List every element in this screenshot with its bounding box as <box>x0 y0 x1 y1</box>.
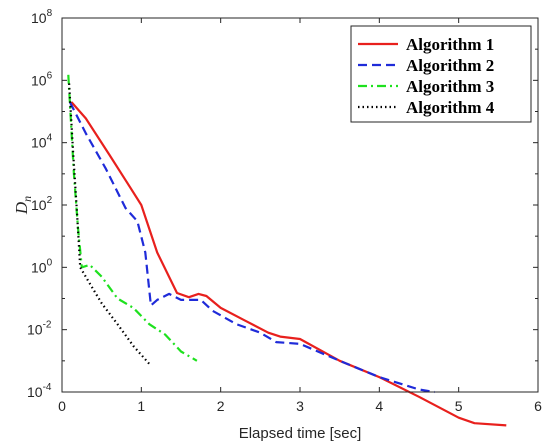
x-axis-label: Elapsed time [sec] <box>239 425 362 442</box>
x-tick-label: 3 <box>296 398 304 414</box>
y-axis-label: Dn <box>12 196 34 215</box>
legend-label-3: Algorithm 3 <box>406 77 494 96</box>
y-tick-label: 100 <box>31 257 53 275</box>
plot-frame <box>61 17 539 393</box>
legend-label-1: Algorithm 1 <box>406 35 494 54</box>
x-tick-label: 1 <box>137 398 145 414</box>
y-tick-label: 10-4 <box>27 382 52 400</box>
y-axis-label-main: D <box>12 201 31 215</box>
legend-entries: Algorithm 1 Algorithm 2 Algorithm 3 Algorit… <box>358 35 495 117</box>
y-tick-label: 104 <box>31 133 53 151</box>
y-tick-label: 108 <box>31 8 53 26</box>
x-tick-label: 4 <box>375 398 383 414</box>
y-tick-exponent: 8 <box>47 8 53 19</box>
y-tick-exponent: -2 <box>43 320 52 331</box>
y-tick-label: 106 <box>31 70 53 88</box>
legend-label-4: Algorithm 4 <box>406 98 495 117</box>
y-tick-exponent: 6 <box>47 70 53 81</box>
y-tick-base: 10 <box>31 72 47 88</box>
y-tick-exponent: 0 <box>47 257 53 268</box>
y-tick-base: 10 <box>31 135 47 151</box>
series-layer <box>67 74 507 427</box>
x-tick-label: 0 <box>58 398 66 414</box>
x-tick-label: 5 <box>455 398 463 414</box>
y-tick-exponent: -4 <box>43 382 52 393</box>
legend: Algorithm 1 Algorithm 2 Algorithm 3 Algorit… <box>350 25 532 123</box>
series-line-2 <box>68 101 436 394</box>
x-tick-label: 6 <box>534 398 542 414</box>
y-axis-label-sub: n <box>20 196 34 202</box>
x-tick-label: 2 <box>217 398 225 414</box>
y-tick-base: 10 <box>31 10 47 26</box>
y-tick-base: 10 <box>27 322 43 338</box>
series-line-1 <box>70 101 507 427</box>
y-tick-base: 10 <box>31 197 47 213</box>
y-tick-label: 102 <box>31 195 53 213</box>
series-line-4 <box>68 83 151 365</box>
y-tick-exponent: 2 <box>47 195 53 206</box>
legend-label-2: Algorithm 2 <box>406 56 494 75</box>
y-tick-base: 10 <box>31 259 47 275</box>
y-tick-label: 10-2 <box>27 320 52 338</box>
y-tick-exponent: 4 <box>47 133 53 144</box>
series-line-3 <box>67 74 198 362</box>
y-tick-base: 10 <box>27 384 43 400</box>
